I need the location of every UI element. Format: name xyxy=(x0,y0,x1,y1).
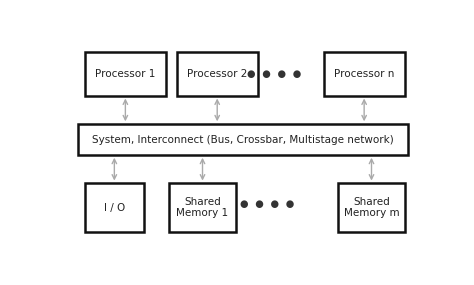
Text: I / O: I / O xyxy=(104,203,125,213)
Text: Processor 1: Processor 1 xyxy=(95,69,155,79)
Text: Processor n: Processor n xyxy=(334,69,394,79)
FancyBboxPatch shape xyxy=(85,184,144,232)
Text: ●  ●  ●  ●: ● ● ● ● xyxy=(247,69,301,79)
Text: Shared
Memory m: Shared Memory m xyxy=(344,197,399,218)
FancyBboxPatch shape xyxy=(78,124,408,155)
Text: System, Interconnect (Bus, Crossbar, Multistage network): System, Interconnect (Bus, Crossbar, Mul… xyxy=(92,135,394,144)
FancyBboxPatch shape xyxy=(85,52,166,96)
FancyBboxPatch shape xyxy=(338,184,405,232)
Text: Shared
Memory 1: Shared Memory 1 xyxy=(176,197,228,218)
FancyBboxPatch shape xyxy=(324,52,405,96)
Text: Processor 2: Processor 2 xyxy=(187,69,247,79)
Text: ●  ●  ●  ●: ● ● ● ● xyxy=(240,199,294,209)
FancyBboxPatch shape xyxy=(169,184,236,232)
FancyBboxPatch shape xyxy=(177,52,258,96)
